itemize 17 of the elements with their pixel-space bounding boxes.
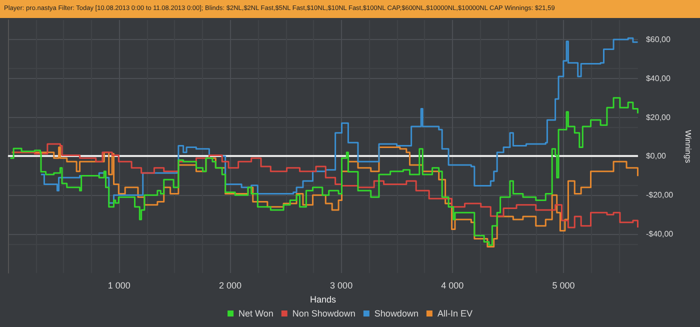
legend-label: Non Showdown: [292, 308, 356, 318]
x-tick-label: 1 000: [108, 280, 130, 290]
y-tick-label: -$20,00: [646, 190, 674, 200]
x-tick-label: 3 000: [330, 280, 353, 290]
x-tick-label: 2 000: [218, 280, 242, 290]
legend-label: Net Won: [238, 308, 274, 318]
y-tick-label: $60,00: [646, 34, 671, 44]
legend-label: Showdown: [374, 308, 418, 318]
x-tick-label: 5 000: [552, 280, 575, 290]
y-tick-label: $20,00: [646, 112, 671, 122]
y-tick-label: -$40,00: [646, 230, 674, 239]
y-axis-title: Winnings: [684, 130, 692, 163]
y-tick-label: $0,00: [646, 152, 667, 161]
x-axis-title: Hands: [310, 294, 336, 304]
x-tick-label: 4 000: [441, 280, 464, 290]
legend-label: All-In EV: [437, 308, 472, 318]
y-tick-label: $40,00: [646, 74, 671, 83]
